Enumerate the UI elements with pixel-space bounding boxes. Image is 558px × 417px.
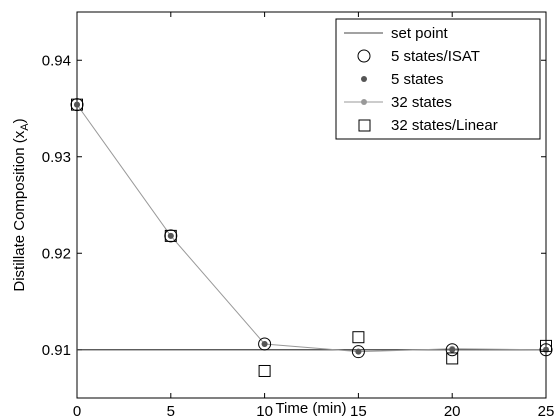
plot-area (70, 98, 553, 377)
x-tick-label: 5 (167, 403, 175, 417)
y-axis-title: Distillate Composition (xA) (11, 118, 31, 291)
x-tick-label: 0 (73, 403, 81, 417)
point-5-states (449, 346, 456, 353)
y-axis-title-subscript: A (19, 123, 31, 131)
x-tick-label: 25 (538, 403, 555, 417)
y-axis-title-main: Distillate Composition (x (11, 130, 28, 291)
point-5-states (74, 101, 80, 108)
legend: set point 5 states/ISAT 5 states 32 stat… (335, 18, 541, 140)
point-5-states-isat (351, 345, 365, 359)
x-tick-label: 15 (350, 403, 367, 417)
point-32-states-linear (540, 339, 552, 352)
y-tick-label: 0.94 (42, 52, 71, 69)
point-32-states-linear (258, 364, 271, 377)
y-tick-label: 0.92 (42, 245, 71, 262)
legend-label-32-states: 32 states (391, 94, 452, 111)
point-5-states (167, 232, 174, 239)
legend-label-set-point: set point (391, 25, 449, 42)
legend-label-5-states-isat: 5 states/ISAT (391, 48, 480, 65)
legend-swatch-5-states-isat (357, 49, 371, 63)
x-axis-title: Time (min) (275, 400, 346, 417)
point-5-states (261, 340, 268, 347)
y-tick-label: 0.93 (42, 149, 71, 166)
point-5-states-isat (445, 343, 459, 357)
y-tick-label: 0.91 (42, 342, 71, 359)
legend-label-32-states-linear: 32 states/Linear (391, 117, 498, 134)
x-axis: 0 5 10 15 20 25 (73, 12, 555, 417)
y-axis-title-close: ) (11, 118, 28, 123)
legend-swatch-32-states-linear (358, 119, 371, 132)
point-32-states-linear (164, 229, 177, 242)
legend-swatch-32-states-dot (361, 99, 367, 105)
x-tick-label: 20 (444, 403, 461, 417)
y-axis: 0.91 0.92 0.93 0.94 (42, 52, 546, 359)
series-line-32-states (76, 104, 547, 353)
legend-box (335, 18, 541, 140)
point-32-states-linear (352, 331, 365, 344)
point-32-states-linear (446, 352, 459, 365)
legend-swatch-5-states (361, 76, 367, 82)
plot-frame (76, 11, 547, 399)
point-5-states (355, 348, 362, 355)
point-5-states-isat (258, 337, 272, 351)
x-tick-label: 10 (256, 403, 273, 417)
legend-label-5-states: 5 states (391, 71, 444, 88)
point-32-states-linear (71, 98, 83, 111)
